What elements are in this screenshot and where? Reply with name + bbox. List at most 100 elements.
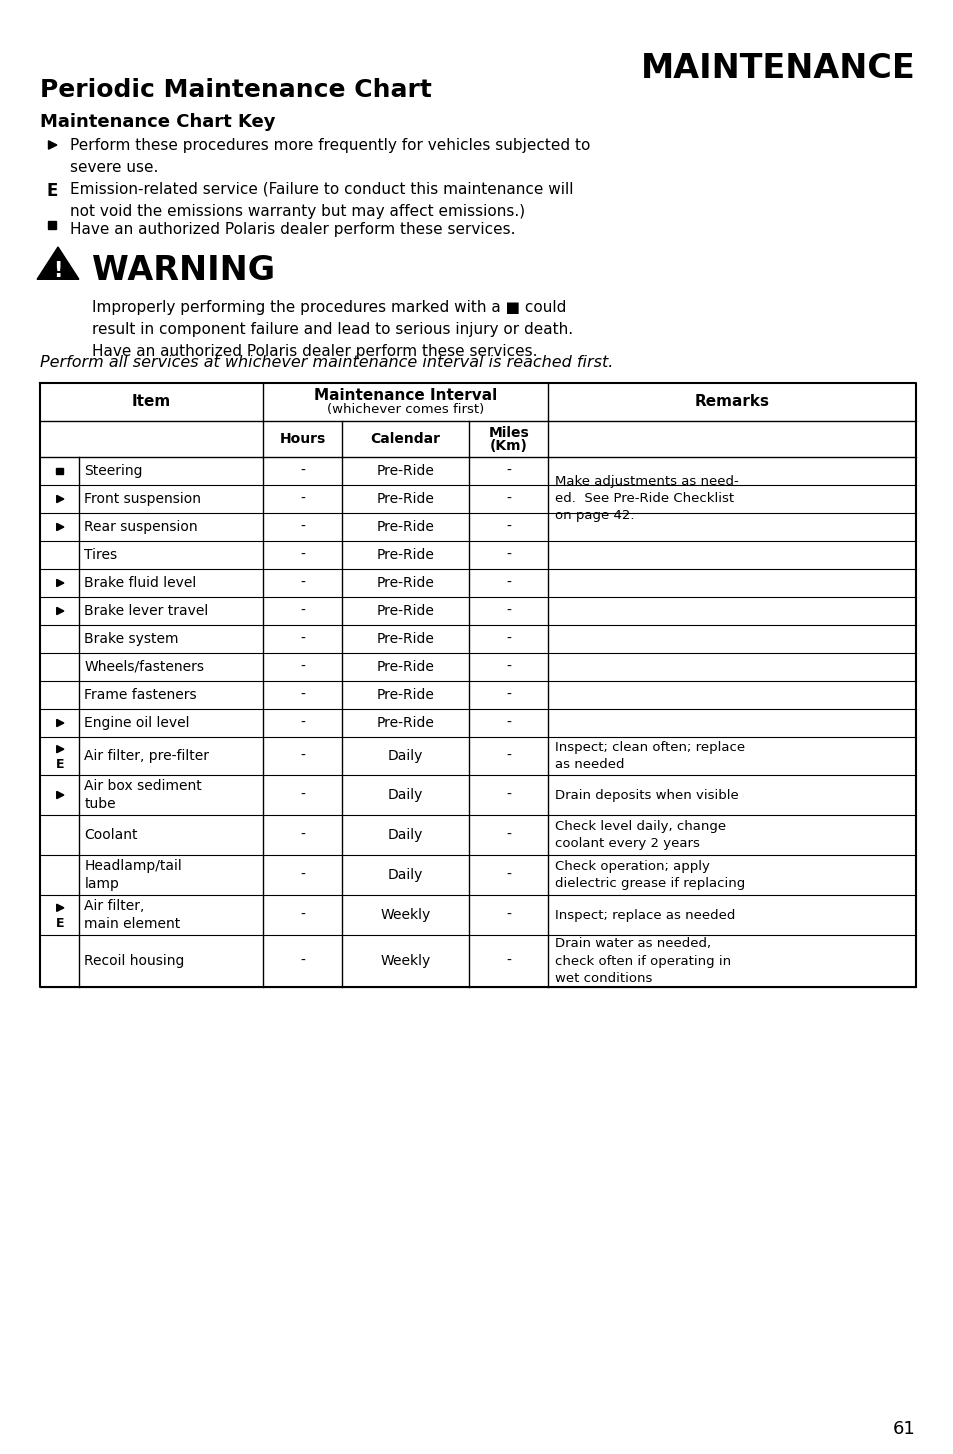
- Text: -: -: [506, 660, 511, 675]
- Text: -: -: [506, 688, 511, 702]
- Text: Perform these procedures more frequently for vehicles subjected to
severe use.: Perform these procedures more frequently…: [70, 138, 590, 174]
- Text: Steering: Steering: [84, 464, 143, 478]
- Text: Air filter, pre-filter: Air filter, pre-filter: [84, 749, 210, 763]
- Text: -: -: [506, 491, 511, 506]
- Text: Miles: Miles: [488, 426, 529, 441]
- Text: Check level daily, change
coolant every 2 years: Check level daily, change coolant every …: [555, 820, 725, 851]
- Text: -: -: [300, 907, 305, 922]
- Polygon shape: [56, 720, 64, 727]
- Text: Daily: Daily: [388, 788, 423, 803]
- Text: Calendar: Calendar: [371, 432, 440, 446]
- Text: Pre-Ride: Pre-Ride: [376, 576, 435, 590]
- Text: -: -: [300, 749, 305, 763]
- Text: -: -: [506, 749, 511, 763]
- Text: -: -: [506, 603, 511, 618]
- Text: Air filter,
main element: Air filter, main element: [84, 899, 180, 931]
- Text: Pre-Ride: Pre-Ride: [376, 464, 435, 478]
- Text: Maintenance Interval: Maintenance Interval: [314, 388, 497, 403]
- Text: Frame fasteners: Frame fasteners: [84, 688, 197, 702]
- Text: Pre-Ride: Pre-Ride: [376, 491, 435, 506]
- Text: -: -: [300, 660, 305, 675]
- Text: Weekly: Weekly: [380, 907, 431, 922]
- Bar: [48, 221, 56, 228]
- Text: Maintenance Chart Key: Maintenance Chart Key: [40, 113, 275, 131]
- Text: Engine oil level: Engine oil level: [84, 715, 190, 730]
- Text: Pre-Ride: Pre-Ride: [376, 660, 435, 675]
- Polygon shape: [56, 746, 64, 753]
- Text: Brake fluid level: Brake fluid level: [84, 576, 196, 590]
- Polygon shape: [56, 608, 64, 615]
- Polygon shape: [56, 904, 64, 912]
- Text: Air box sediment
tube: Air box sediment tube: [84, 779, 202, 811]
- Text: -: -: [300, 491, 305, 506]
- Text: (whichever comes first): (whichever comes first): [327, 404, 484, 416]
- Text: -: -: [506, 464, 511, 478]
- Text: Perform all services at whichever maintenance interval is reached first.: Perform all services at whichever mainte…: [40, 355, 613, 369]
- Text: Daily: Daily: [388, 749, 423, 763]
- Text: Wheels/fasteners: Wheels/fasteners: [84, 660, 204, 675]
- Text: E: E: [55, 758, 64, 771]
- Text: Pre-Ride: Pre-Ride: [376, 632, 435, 646]
- Text: Daily: Daily: [388, 827, 423, 842]
- Text: -: -: [300, 688, 305, 702]
- Text: Inspect; clean often; replace
as needed: Inspect; clean often; replace as needed: [555, 742, 744, 771]
- Bar: [56, 468, 63, 474]
- Text: Inspect; replace as needed: Inspect; replace as needed: [555, 909, 735, 922]
- Text: Front suspension: Front suspension: [84, 491, 201, 506]
- Text: Rear suspension: Rear suspension: [84, 521, 198, 534]
- Text: Brake lever travel: Brake lever travel: [84, 603, 209, 618]
- Text: Pre-Ride: Pre-Ride: [376, 715, 435, 730]
- Text: Daily: Daily: [388, 868, 423, 883]
- Text: -: -: [300, 464, 305, 478]
- Text: -: -: [506, 827, 511, 842]
- Text: E: E: [47, 182, 57, 201]
- Text: WARNING: WARNING: [91, 254, 274, 286]
- Text: -: -: [506, 632, 511, 646]
- Text: -: -: [300, 788, 305, 803]
- Text: -: -: [506, 954, 511, 968]
- Text: -: -: [506, 548, 511, 563]
- Text: Recoil housing: Recoil housing: [84, 954, 185, 968]
- Text: Pre-Ride: Pre-Ride: [376, 603, 435, 618]
- Text: -: -: [300, 868, 305, 883]
- Polygon shape: [56, 579, 64, 586]
- Text: MAINTENANCE: MAINTENANCE: [640, 52, 915, 84]
- Text: Improperly performing the procedures marked with a ■ could
result in component f: Improperly performing the procedures mar…: [91, 300, 573, 359]
- Text: Tires: Tires: [84, 548, 117, 563]
- Text: Make adjustments as need-
ed.  See Pre-Ride Checklist
on page 42.: Make adjustments as need- ed. See Pre-Ri…: [555, 475, 738, 522]
- Text: Emission-related service (Failure to conduct this maintenance will
not void the : Emission-related service (Failure to con…: [70, 182, 573, 220]
- Polygon shape: [56, 496, 64, 503]
- Text: -: -: [506, 907, 511, 922]
- Text: -: -: [300, 954, 305, 968]
- Text: -: -: [300, 521, 305, 534]
- Text: Headlamp/tail
lamp: Headlamp/tail lamp: [84, 859, 182, 891]
- Polygon shape: [49, 141, 57, 150]
- Text: Pre-Ride: Pre-Ride: [376, 688, 435, 702]
- Text: Weekly: Weekly: [380, 954, 431, 968]
- Text: -: -: [506, 868, 511, 883]
- Text: -: -: [506, 788, 511, 803]
- Text: -: -: [300, 548, 305, 563]
- Text: -: -: [300, 603, 305, 618]
- Text: Check operation; apply
dielectric grease if replacing: Check operation; apply dielectric grease…: [555, 859, 744, 890]
- Text: Drain deposits when visible: Drain deposits when visible: [555, 788, 738, 801]
- Polygon shape: [56, 523, 64, 531]
- Text: !: !: [53, 260, 63, 281]
- Text: E: E: [55, 917, 64, 931]
- Text: -: -: [506, 521, 511, 534]
- Text: 61: 61: [892, 1421, 915, 1438]
- Polygon shape: [56, 791, 64, 798]
- Text: Item: Item: [132, 394, 172, 410]
- Text: -: -: [300, 632, 305, 646]
- Text: -: -: [506, 715, 511, 730]
- Text: Brake system: Brake system: [84, 632, 179, 646]
- Text: -: -: [300, 827, 305, 842]
- Text: Drain water as needed,
check often if operating in
wet conditions: Drain water as needed, check often if op…: [555, 938, 730, 984]
- Text: (Km): (Km): [489, 439, 527, 454]
- Text: Pre-Ride: Pre-Ride: [376, 548, 435, 563]
- Text: Periodic Maintenance Chart: Periodic Maintenance Chart: [40, 79, 432, 102]
- Text: -: -: [506, 576, 511, 590]
- Text: Coolant: Coolant: [84, 827, 138, 842]
- Text: Remarks: Remarks: [694, 394, 769, 410]
- Polygon shape: [37, 247, 79, 279]
